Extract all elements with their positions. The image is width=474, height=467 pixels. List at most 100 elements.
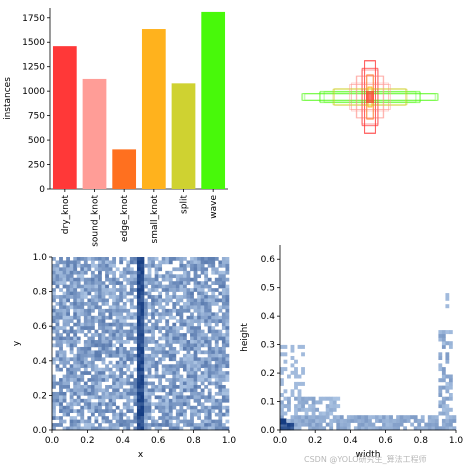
xy-cell [66,322,70,327]
xy-cell [59,367,63,372]
xy-x-tick-label: 0.6 [151,436,166,446]
xy-cell [225,336,230,341]
xy-cell [69,402,74,407]
xy-cell [197,412,201,417]
xy-cell [154,353,159,358]
xy-cell [90,295,95,299]
xy-cell [83,426,88,431]
xy-cell [175,419,180,424]
xy-cell [80,405,85,410]
wh-cell [441,396,446,401]
xy-cell [175,298,180,303]
xy-cell [101,395,106,400]
xy-cell [154,350,159,355]
xy-cell [73,298,78,303]
xy-cell [133,398,138,403]
xy-x-tick-label: 0.4 [116,436,131,446]
wh-cell [375,415,379,420]
xy-cell [151,288,155,292]
xy-cell [115,391,120,396]
xy-cell [94,381,99,386]
xy-cell [94,416,99,420]
wh-cell [441,418,446,423]
xy-cell [55,301,60,306]
xy-cell [193,274,198,279]
xy-cell [119,333,124,337]
xy-cell [87,336,92,341]
xy-histogram-panel: 0.0 0.2 0.4 0.6 0.8 1.00.00.20.40.60.81.0xy [12,253,236,460]
xy-cell [55,402,60,407]
xy-cell [52,416,56,420]
xy-cell [90,405,95,410]
wh-cell [368,415,372,420]
xy-cell [221,263,226,268]
xy-cell [158,336,163,341]
xy-cell [73,312,78,317]
wh-cell [339,418,344,423]
xy-cell [119,322,124,327]
xy-cell [144,385,148,389]
bar-x-tick-label: edge_knot [120,195,130,242]
xy-cell [101,340,106,344]
xy-cell [105,263,109,268]
wh-cell [431,415,436,420]
xy-cell [119,353,124,358]
xy-cell [112,374,117,379]
wh-cell [332,400,337,405]
xy-cell [168,343,173,348]
xy-cell [161,274,166,279]
wh-cell [290,344,295,349]
wh-cell [283,367,288,372]
xy-cell [83,367,88,372]
xy-cell [119,274,124,279]
xy-cell [136,340,141,344]
wh-cell [385,422,390,427]
xy-cell [122,378,127,382]
xy-cell [225,357,230,362]
xy-cell [94,305,99,310]
xy-cell [140,329,145,334]
xy-cell [66,305,70,310]
wh-cell [392,426,397,431]
xy-cell [69,267,74,272]
xy-cell [112,295,117,299]
xy-cell [140,270,145,275]
xy-cell [59,281,63,285]
wh-cell [445,389,450,394]
xy-cell [161,398,166,403]
xy-cell [55,267,60,272]
xy-cell [161,405,166,410]
xy-cell [119,329,124,334]
xy-cell [55,322,60,327]
xy-cell [225,388,230,393]
xy-cell [182,343,187,348]
xy-cell [76,412,81,417]
xy-cell [214,385,219,389]
xy-cell [225,364,230,369]
wh-cell [445,296,450,301]
wh-cells [280,293,457,431]
xy-cell [140,277,145,282]
wh-cell [294,422,298,427]
xy-cell [182,346,187,351]
xy-cell [161,419,166,424]
xy-cell [200,336,205,341]
xy-cell [147,277,152,282]
xy-cell [225,395,230,400]
xy-cell [112,263,117,268]
wh-cell [364,418,369,423]
xy-cell [175,364,180,369]
xy-cell [73,267,78,272]
xy-cell [73,343,78,348]
xy-cell [161,277,166,282]
xy-cell [101,326,106,330]
xy-cell [161,371,166,375]
xy-cell [179,257,184,261]
xy-cell [161,395,166,400]
wh-cell [336,404,341,409]
xy-cell [115,340,120,344]
xy-cell [197,312,201,317]
xy-cell [119,315,124,320]
wh-cell [329,400,334,405]
xy-cell [172,329,177,334]
